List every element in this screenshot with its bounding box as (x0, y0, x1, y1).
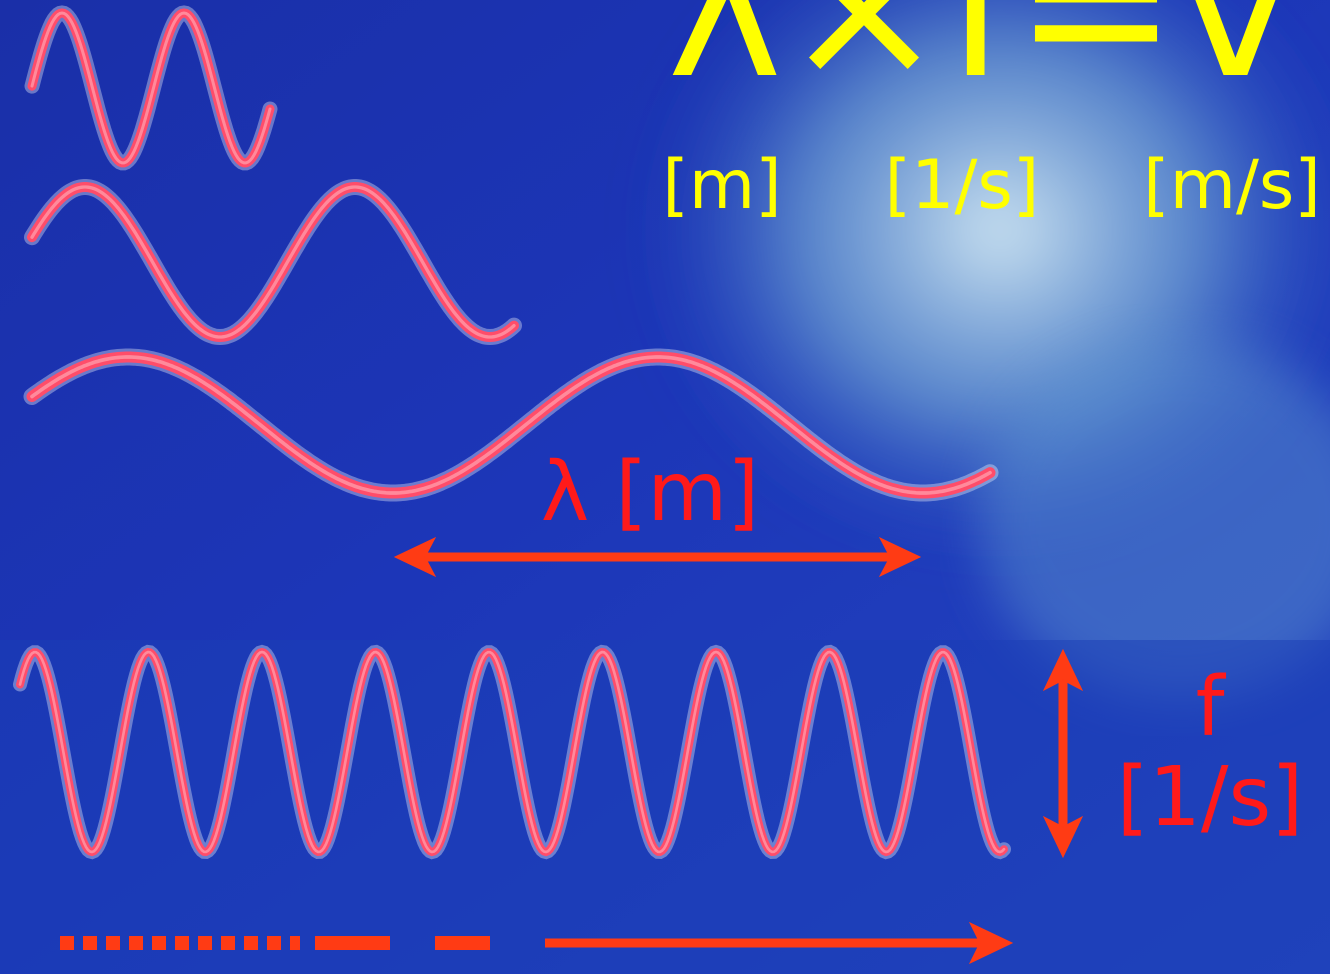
unit: [m/s] (1143, 146, 1321, 225)
wavelength-label: λ [m] (541, 445, 759, 540)
frequency-symbol: f (1196, 660, 1227, 755)
frequency-unit: [1/s] (1117, 750, 1304, 845)
unit: [m] (662, 146, 781, 225)
slide: λ×f=v [m] [1/s] [m/s] λ [m] f [1/s] (0, 0, 1330, 974)
formula: λ×f=v (667, 0, 1293, 121)
page: λ×f=v [m] [1/s] [m/s] λ [m] f [1/s] (() … (0, 0, 1330, 974)
unit: [1/s] (885, 146, 1040, 225)
